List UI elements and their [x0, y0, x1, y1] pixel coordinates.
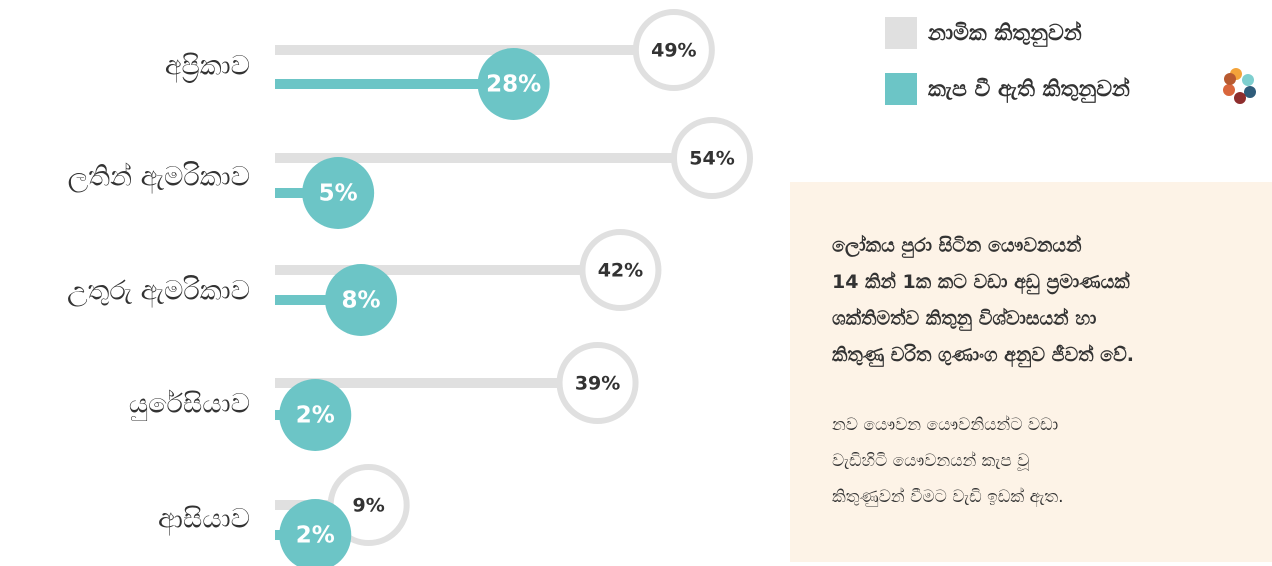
value-label: 5% [319, 181, 358, 207]
note-box [790, 182, 1272, 562]
lollipop-head [477, 48, 550, 120]
note-body: වැඩිහිටි යෞවනයන් කැප වූ [832, 451, 1029, 471]
legend-swatch [885, 17, 917, 49]
value-label: 42% [598, 260, 643, 282]
note-body: නව යෞවන යෞවනියන්ට වඩා [832, 415, 1058, 435]
note-body: කිතුණුවන් වීමට වැඩි ඉඩක් ඇත. [832, 487, 1064, 508]
lollipop-head [632, 9, 715, 91]
legend-icon [1223, 68, 1256, 104]
value-label: 28% [486, 72, 541, 98]
lollipop-head [279, 499, 352, 566]
value-label: 39% [575, 373, 620, 395]
category-label: යුරේසියාව [129, 389, 250, 422]
lollipop-head [302, 157, 375, 229]
category-label: උතුරු ඇමරිකාව [67, 276, 250, 309]
note-lead: ශක්තිමත්ව කිතුනු විශ්වාසයන් හා [832, 307, 1096, 332]
value-label: 8% [342, 288, 381, 314]
lollipop-head [671, 117, 753, 199]
value-label: 9% [353, 495, 385, 517]
legend-label: කැප වී ඇති කිතුනුවන් [928, 76, 1130, 104]
lollipop-head [279, 379, 352, 451]
note-lead: කිතුණු චරිත ගුණාංග අනුව ජීවත් වේ. [832, 344, 1134, 369]
value-label: 54% [689, 148, 734, 170]
legend-label: නාමික කිතුනුවන් [927, 20, 1082, 48]
value-label: 49% [651, 40, 696, 62]
lollipop-head [325, 264, 398, 336]
legend-swatch [885, 73, 917, 105]
category-label: අප්‍රිකාව [165, 51, 250, 84]
value-label: 2% [296, 523, 335, 549]
category-label: ලතින් ඇමරිකාව [68, 162, 250, 195]
value-label: 2% [296, 403, 335, 429]
lollipop-head [579, 229, 662, 311]
lollipop-head [556, 342, 639, 424]
note-lead: ලෝකය පුරා සිටින යෞවනයන් [832, 234, 1082, 259]
note-lead: 14 කින් 1ක කට වඩා අඩු ප්‍රමාණයක් [832, 271, 1130, 296]
category-label: ආසියාව [158, 504, 250, 537]
